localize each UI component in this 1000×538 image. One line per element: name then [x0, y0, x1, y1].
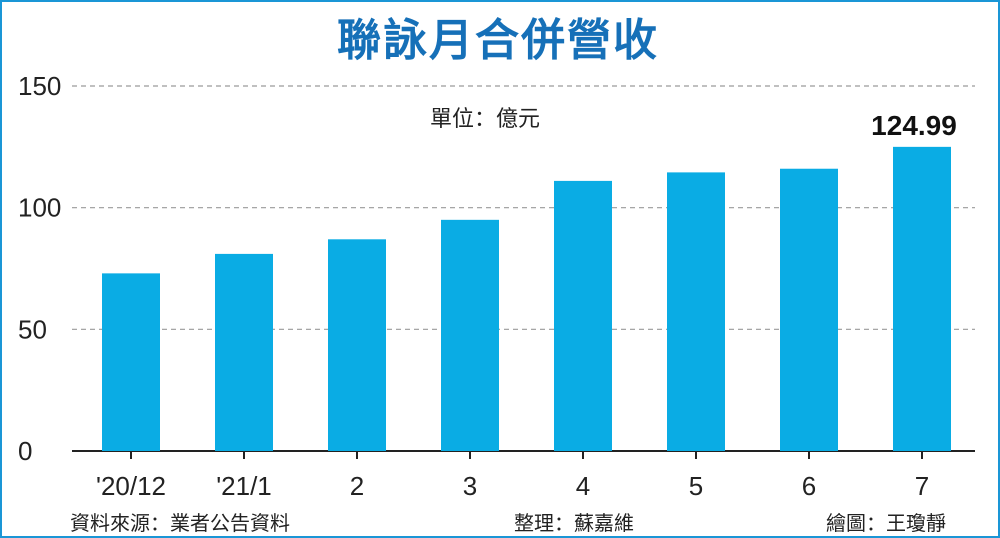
y-tick-label: 100 [18, 193, 61, 223]
y-tick-label: 150 [18, 71, 61, 101]
bar [667, 172, 725, 451]
x-tick-label: 7 [915, 471, 929, 501]
bar [554, 180, 612, 451]
bar [328, 239, 386, 451]
bar [780, 168, 838, 451]
unit-note: 單位：億元 [430, 107, 541, 132]
x-tick-label: 6 [802, 471, 816, 501]
x-tick-label: '20/12 [96, 471, 166, 501]
data-label: 124.99 [871, 110, 957, 141]
y-tick-label: 50 [18, 314, 47, 344]
source-note: 資料來源：業者公告資料 [70, 511, 290, 535]
editor-credit: 整理：蘇嘉維 [514, 511, 634, 535]
y-tick-label: 0 [18, 436, 32, 466]
bar [102, 273, 160, 451]
x-tick-label: '21/1 [216, 471, 272, 501]
chart-title: 聯詠月合併營收 [337, 15, 659, 66]
bar [441, 219, 499, 451]
artist-credit: 繪圖：王瓊靜 [826, 511, 946, 535]
x-tick-label: 2 [350, 471, 364, 501]
bar [215, 253, 273, 451]
x-tick-label: 5 [689, 471, 703, 501]
x-tick-label: 4 [576, 471, 590, 501]
bar [893, 146, 951, 451]
x-tick-label: 3 [463, 471, 477, 501]
